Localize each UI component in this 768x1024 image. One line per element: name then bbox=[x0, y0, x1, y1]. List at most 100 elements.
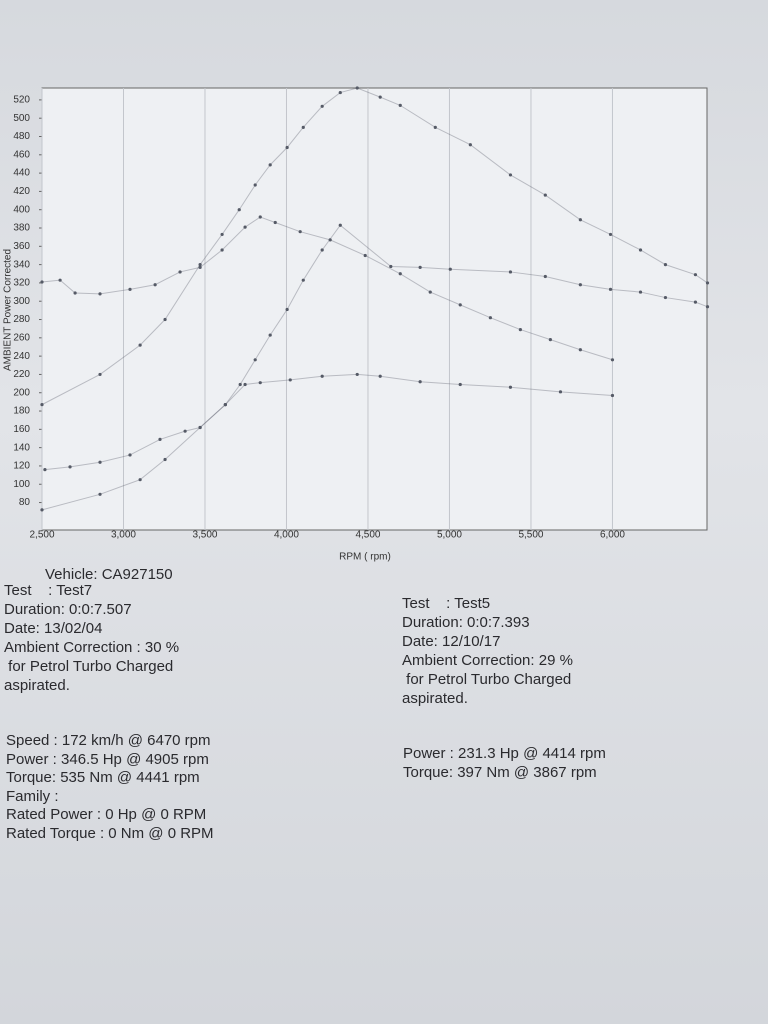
data-point bbox=[183, 429, 187, 433]
data-point bbox=[389, 264, 393, 269]
data-point bbox=[663, 295, 668, 300]
data-point bbox=[68, 465, 72, 469]
report-line: Duration: 0:0:7.393 bbox=[402, 614, 530, 631]
data-point bbox=[705, 281, 710, 285]
data-point bbox=[558, 390, 563, 394]
report-line: Test : Test7 bbox=[4, 582, 93, 599]
data-point bbox=[355, 86, 359, 90]
data-point bbox=[73, 291, 77, 295]
data-point bbox=[138, 478, 142, 482]
report-line: Vehicle: CA927150 bbox=[45, 566, 173, 583]
data-point bbox=[508, 270, 513, 274]
y-axis-label: AMBIENT Power Corrected bbox=[3, 249, 14, 371]
data-point bbox=[433, 125, 437, 129]
chart: RPM ( rpm) AMBIENT Power Corrected 80 100… bbox=[3, 86, 710, 563]
data-point bbox=[198, 265, 202, 269]
y-tick-label: 100 bbox=[13, 479, 30, 490]
data-point bbox=[578, 283, 582, 287]
data-point bbox=[237, 208, 241, 212]
report-line: Power : 231.3 Hp @ 4414 rpm bbox=[403, 745, 606, 762]
series-line bbox=[41, 87, 708, 406]
y-tick-label: 260 bbox=[13, 332, 30, 343]
data-point bbox=[320, 374, 324, 378]
y-tick-label: 360 bbox=[13, 241, 30, 252]
data-point bbox=[198, 263, 202, 267]
data-point bbox=[258, 215, 262, 219]
x-tick-label: 3,500 bbox=[192, 530, 217, 541]
data-point bbox=[508, 173, 513, 177]
data-point bbox=[43, 468, 47, 472]
report-line: Date: 12/10/17 bbox=[402, 633, 501, 650]
data-point bbox=[518, 327, 522, 332]
data-point bbox=[468, 143, 472, 147]
report-line: Date: 13/02/04 bbox=[4, 620, 103, 637]
data-point bbox=[458, 382, 462, 387]
y-tick-label: 160 bbox=[13, 424, 30, 435]
y-tick-label: 460 bbox=[13, 149, 30, 160]
data-point bbox=[378, 95, 382, 99]
data-point bbox=[198, 425, 202, 430]
data-point bbox=[338, 90, 342, 95]
data-point bbox=[638, 290, 643, 294]
report-line: aspirated. bbox=[402, 690, 468, 707]
x-tick-label: 6,000 bbox=[600, 530, 625, 541]
data-point bbox=[328, 238, 332, 242]
data-point bbox=[253, 358, 257, 362]
data-point bbox=[458, 303, 462, 307]
x-axis-label: RPM ( rpm) bbox=[339, 552, 391, 563]
y-tick-label: 520 bbox=[13, 95, 30, 106]
data-point bbox=[98, 492, 102, 496]
data-point bbox=[138, 343, 142, 347]
report-line: Ambient Correction: 29 % bbox=[402, 652, 573, 669]
y-tick-label: 500 bbox=[13, 113, 30, 124]
data-point bbox=[128, 287, 132, 291]
data-point bbox=[705, 305, 710, 309]
data-point bbox=[363, 253, 367, 258]
y-tick-label: 300 bbox=[13, 296, 30, 307]
report-line: Test : Test5 bbox=[402, 595, 491, 612]
data-point bbox=[178, 270, 182, 274]
data-point bbox=[448, 267, 452, 271]
y-tick-label: 420 bbox=[13, 186, 30, 197]
data-point bbox=[488, 316, 492, 320]
y-tick-label: 320 bbox=[13, 278, 30, 289]
data-point bbox=[285, 307, 289, 312]
y-tick-label: 380 bbox=[13, 223, 30, 234]
report-line: Torque: 397 Nm @ 3867 rpm bbox=[403, 764, 597, 781]
data-point bbox=[638, 248, 643, 252]
report-line: Power : 346.5 Hp @ 4905 rpm bbox=[6, 750, 209, 768]
data-point bbox=[128, 453, 132, 457]
data-point bbox=[158, 437, 162, 442]
data-point bbox=[268, 163, 272, 167]
data-point bbox=[543, 193, 547, 197]
report-line: Torque: 535 Nm @ 4441 rpm bbox=[6, 769, 200, 786]
report-line: Rated Power : 0 Hp @ 0 RPM bbox=[6, 806, 207, 823]
data-point bbox=[608, 232, 613, 237]
report-line: Speed : 172 km/h @ 6470 rpm bbox=[6, 732, 211, 749]
x-tick-label: 2,500 bbox=[29, 530, 54, 541]
data-point bbox=[163, 457, 167, 462]
y-tick-label: 440 bbox=[13, 168, 30, 179]
data-point bbox=[320, 248, 324, 252]
data-point bbox=[398, 272, 402, 276]
data-point bbox=[418, 380, 422, 384]
y-tick-label: 120 bbox=[13, 461, 30, 472]
report-line: Duration: 0:0:7.507 bbox=[4, 601, 132, 618]
y-tick-label: 80 bbox=[19, 497, 31, 508]
y-tick-label: 200 bbox=[13, 387, 30, 398]
report-line: aspirated. bbox=[4, 677, 70, 694]
report-line: Family : bbox=[6, 787, 59, 805]
y-tick-label: 480 bbox=[13, 131, 30, 142]
data-point bbox=[610, 393, 615, 398]
y-tick-label: 180 bbox=[13, 406, 30, 417]
y-tick-label: 140 bbox=[13, 442, 30, 453]
x-tick-label: 5,000 bbox=[437, 530, 462, 541]
data-point bbox=[40, 280, 44, 284]
data-point bbox=[220, 232, 224, 237]
data-point bbox=[258, 381, 262, 385]
data-point bbox=[40, 508, 44, 512]
data-point bbox=[285, 145, 289, 150]
data-point bbox=[153, 283, 157, 287]
x-tick-label: 3,000 bbox=[111, 530, 136, 541]
